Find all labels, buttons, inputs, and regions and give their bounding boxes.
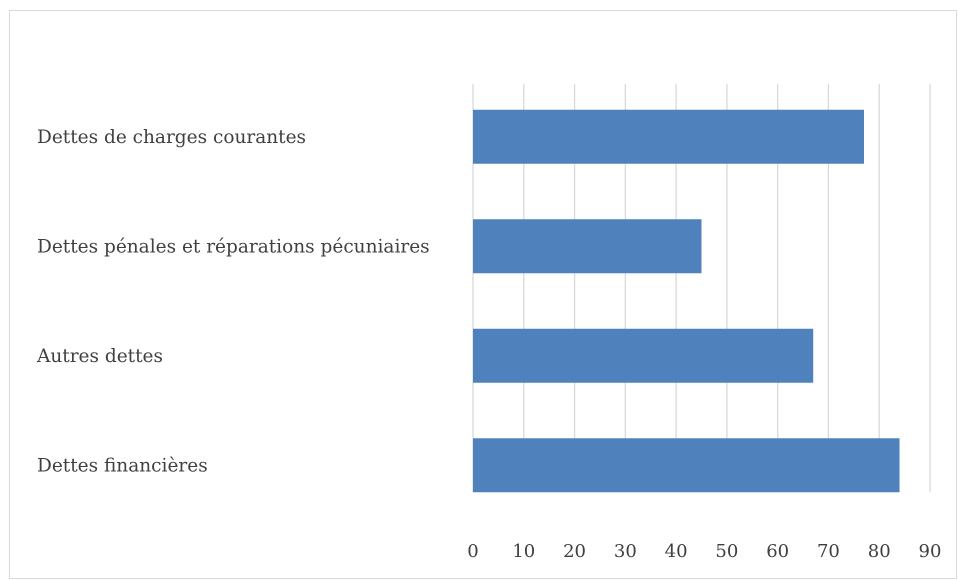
- bar-1: [473, 109, 864, 164]
- bars: [473, 109, 900, 493]
- x-tick-label-20: 20: [563, 541, 586, 562]
- bar-3: [473, 328, 814, 383]
- category-label-2: Dettes pénales et réparations pécuniaire…: [37, 236, 430, 257]
- x-tick-label-50: 50: [715, 541, 738, 562]
- x-tick-label-70: 70: [817, 541, 840, 562]
- x-tick-label-90: 90: [919, 541, 942, 562]
- x-tick-label-10: 10: [512, 541, 535, 562]
- category-labels: Dettes de charges courantes Dettes pénale…: [36, 127, 430, 477]
- x-tick-label-40: 40: [665, 541, 688, 562]
- category-label-1: Dettes de charges courantes: [37, 127, 306, 148]
- bar-2: [473, 219, 702, 274]
- bar-4: [473, 438, 900, 493]
- x-tick-label-60: 60: [766, 541, 789, 562]
- category-label-4: Dettes financières: [37, 455, 208, 476]
- x-tick-label-30: 30: [614, 541, 637, 562]
- x-tick-label-0: 0: [467, 541, 478, 562]
- x-axis-tick-labels: 0 10 20 30 40 50 60 70 80 90: [467, 541, 941, 562]
- x-tick-label-80: 80: [868, 541, 891, 562]
- category-label-3: Autres dettes: [36, 346, 163, 367]
